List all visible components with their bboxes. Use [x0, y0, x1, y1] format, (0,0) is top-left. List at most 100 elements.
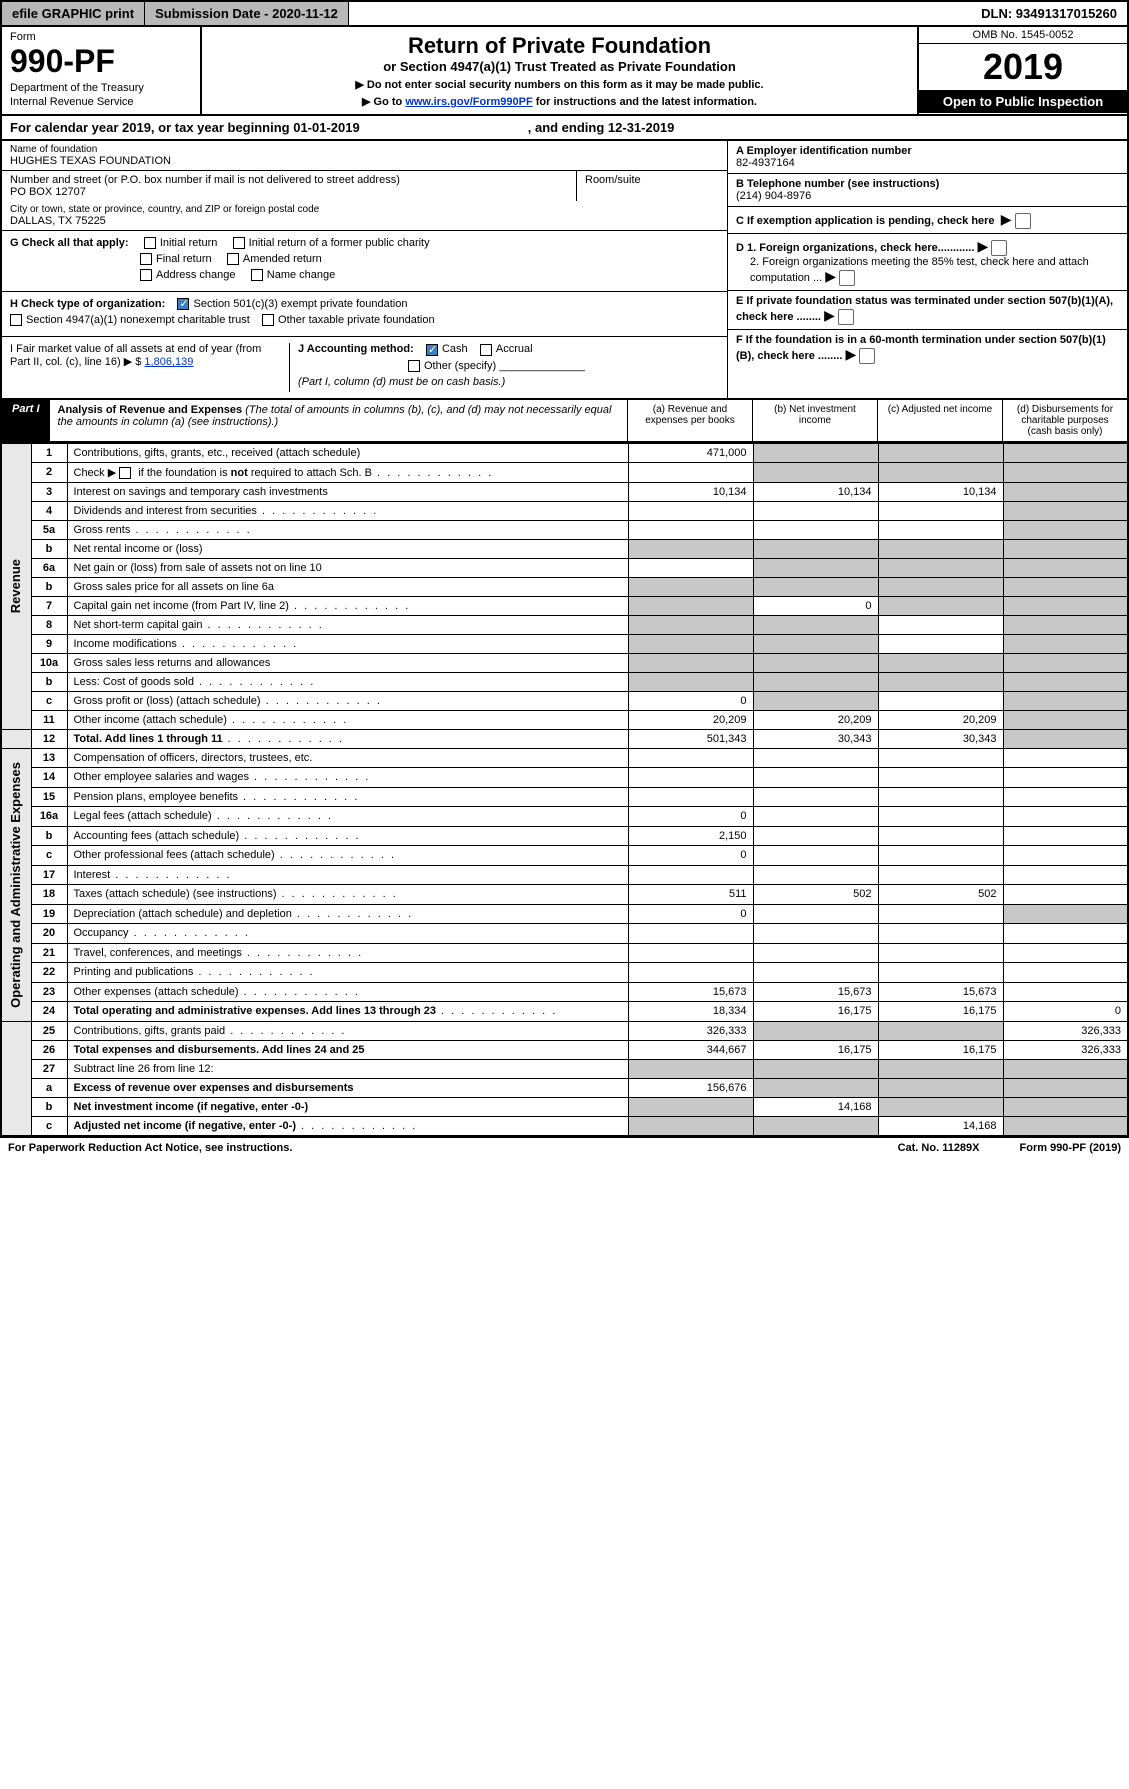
j-label: J Accounting method:	[298, 343, 414, 355]
amt-a	[628, 865, 753, 884]
row-desc: Gross rents	[67, 520, 628, 539]
pointer-icon: ▶	[825, 268, 836, 284]
cb-d1[interactable]	[991, 240, 1007, 256]
cb-initial-former[interactable]	[233, 237, 245, 249]
amt-c	[878, 634, 1003, 653]
cb-address-change[interactable]	[140, 269, 152, 281]
omb-number: OMB No. 1545-0052	[919, 27, 1127, 44]
amt-d: 326,333	[1003, 1021, 1128, 1040]
cb-e[interactable]	[838, 309, 854, 325]
amt-c: 502	[878, 885, 1003, 904]
amt-d	[1003, 520, 1128, 539]
amt-d	[1003, 943, 1128, 962]
row-num: c	[31, 1116, 67, 1136]
amt-b	[753, 634, 878, 653]
amt-d	[1003, 1059, 1128, 1078]
note-2b: for instructions and the latest informat…	[533, 96, 757, 108]
box-f: F If the foundation is in a 60-month ter…	[728, 330, 1127, 368]
row-num: 15	[31, 787, 67, 806]
amt-c	[878, 462, 1003, 482]
row-num: 11	[31, 710, 67, 729]
amt-c	[878, 904, 1003, 923]
amt-b	[753, 904, 878, 923]
cb-cash[interactable]	[426, 344, 438, 356]
amt-b	[753, 539, 878, 558]
amt-a	[628, 634, 753, 653]
cb-name-change[interactable]	[251, 269, 263, 281]
amt-a	[628, 672, 753, 691]
info-left: Name of foundation HUGHES TEXAS FOUNDATI…	[2, 141, 727, 398]
amt-d	[1003, 865, 1128, 884]
addr-label: Number and street (or P.O. box number if…	[10, 174, 568, 186]
amt-d	[1003, 482, 1128, 501]
part1-desc: Analysis of Revenue and Expenses (The to…	[50, 400, 627, 441]
submission-date: Submission Date - 2020-11-12	[145, 2, 349, 25]
form-link[interactable]: www.irs.gov/Form990PF	[405, 96, 532, 108]
address-row: Number and street (or P.O. box number if…	[2, 171, 727, 201]
row-desc: Check ▶ if the foundation is not require…	[67, 462, 628, 482]
row-desc: Net short-term capital gain	[67, 615, 628, 634]
form-subtitle: or Section 4947(a)(1) Trust Treated as P…	[210, 59, 909, 74]
amt-b	[753, 865, 878, 884]
efile-button[interactable]: efile GRAPHIC print	[2, 2, 145, 25]
amt-d	[1003, 768, 1128, 787]
amt-c	[878, 807, 1003, 826]
row-num: 25	[31, 1021, 67, 1040]
amt-b: 0	[753, 596, 878, 615]
amt-c	[878, 672, 1003, 691]
amt-a	[628, 520, 753, 539]
i-value[interactable]: 1,806,139	[144, 356, 193, 368]
amt-a	[628, 577, 753, 596]
amt-c	[878, 691, 1003, 710]
cb-other-taxable[interactable]	[262, 314, 274, 326]
table-row: 20Occupancy	[1, 924, 1128, 943]
footer: For Paperwork Reduction Act Notice, see …	[0, 1137, 1129, 1158]
table-row: Operating and Administrative Expenses 13…	[1, 748, 1128, 767]
row-num: 19	[31, 904, 67, 923]
col-c-header: (c) Adjusted net income	[877, 400, 1002, 441]
amt-c	[878, 963, 1003, 982]
cb-initial-return[interactable]	[144, 237, 156, 249]
cb-4947[interactable]	[10, 314, 22, 326]
row-desc: Total expenses and disbursements. Add li…	[67, 1040, 628, 1059]
table-row: 4Dividends and interest from securities	[1, 501, 1128, 520]
row-num: 9	[31, 634, 67, 653]
amt-c: 16,175	[878, 1002, 1003, 1022]
cb-sch-b[interactable]	[119, 467, 131, 479]
cb-final-return[interactable]	[140, 253, 152, 265]
table-row: 3 Interest on savings and temporary cash…	[1, 482, 1128, 501]
amt-c	[878, 846, 1003, 865]
amt-d	[1003, 807, 1128, 826]
row-num: 7	[31, 596, 67, 615]
row-desc: Legal fees (attach schedule)	[67, 807, 628, 826]
cb-f[interactable]	[859, 348, 875, 364]
amt-c	[878, 539, 1003, 558]
cb-d2[interactable]	[839, 270, 855, 286]
cb-amended[interactable]	[227, 253, 239, 265]
cb-accrual[interactable]	[480, 344, 492, 356]
name-value: HUGHES TEXAS FOUNDATION	[10, 155, 719, 167]
cb-other-method[interactable]	[408, 360, 420, 372]
amt-d	[1003, 462, 1128, 482]
row-desc: Net investment income (if negative, ente…	[67, 1097, 628, 1116]
info-right: A Employer identification number 82-4937…	[727, 141, 1127, 398]
amt-c: 16,175	[878, 1040, 1003, 1059]
amt-a: 0	[628, 846, 753, 865]
cb-c[interactable]	[1015, 213, 1031, 229]
row-num: 13	[31, 748, 67, 767]
amt-c	[878, 1078, 1003, 1097]
amt-a	[628, 963, 753, 982]
amt-c: 30,343	[878, 729, 1003, 748]
amt-c: 15,673	[878, 982, 1003, 1001]
g-label: G Check all that apply:	[10, 237, 129, 249]
row-num: b	[31, 826, 67, 845]
g-o5: Address change	[156, 269, 236, 281]
g-o1: Initial return	[160, 237, 217, 249]
cb-501c3[interactable]	[177, 298, 189, 310]
table-row: 11Other income (attach schedule)20,20920…	[1, 710, 1128, 729]
amt-d	[1003, 1078, 1128, 1097]
box-b-label: B Telephone number (see instructions)	[736, 178, 1119, 190]
row-desc: Adjusted net income (if negative, enter …	[67, 1116, 628, 1136]
amt-a: 501,343	[628, 729, 753, 748]
amt-b	[753, 691, 878, 710]
